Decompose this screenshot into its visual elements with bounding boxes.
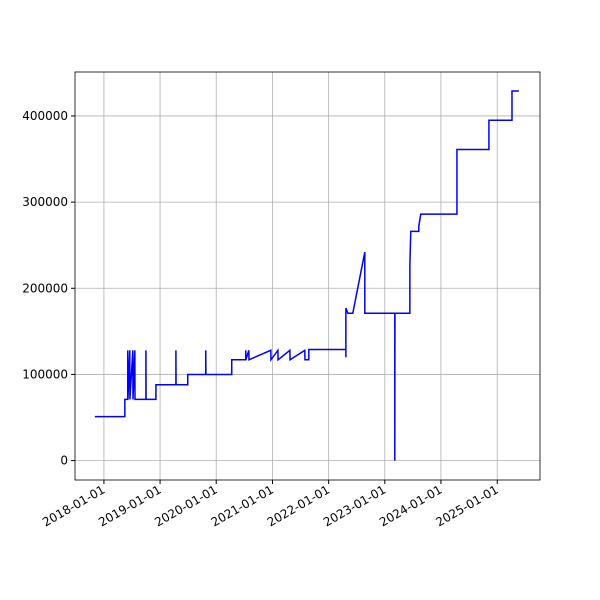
x-tick-label: 2025-01-01 [433,482,500,529]
y-tick-label: 200000 [22,281,68,295]
plot-frame [74,71,541,481]
x-tick-label: 2018-01-01 [40,482,107,529]
x-tick-label: 2020-01-01 [152,482,219,529]
y-tick-label: 0 [60,454,68,468]
x-tick-label: 2024-01-01 [377,482,444,529]
y-tick-label: 300000 [22,195,68,209]
y-tick-label: 100000 [22,367,68,381]
x-tick-label: 2021-01-01 [209,482,276,529]
x-tick-label: 2023-01-01 [321,482,388,529]
x-tick-label: 2022-01-01 [265,482,332,529]
x-tick-label: 2019-01-01 [96,482,163,529]
data-line [94,90,519,461]
y-tick-label: 400000 [22,109,68,123]
